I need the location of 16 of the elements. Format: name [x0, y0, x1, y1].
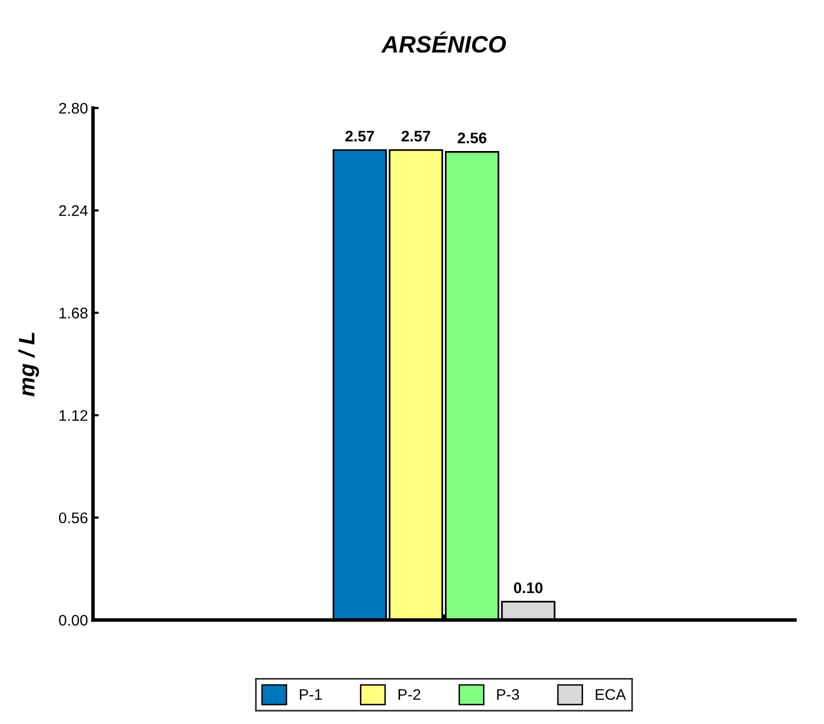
- y-tick-label: 2.24: [59, 205, 88, 216]
- data-label: 2.56: [458, 132, 486, 144]
- y-tick-label: 1.12: [60, 410, 88, 421]
- data-label: 2.57: [345, 130, 374, 142]
- legend-label: P-2: [398, 689, 420, 700]
- y-tick-label: 1.68: [60, 308, 88, 318]
- data-label: 2.57: [402, 130, 430, 142]
- chart-title: ARSÉNICO: [381, 32, 506, 53]
- legend-label: P-3: [497, 689, 520, 700]
- legend-label: P-1: [300, 689, 322, 700]
- y-tick-label: 2.80: [59, 102, 88, 114]
- data-label: 0.10: [514, 582, 542, 594]
- y-tick-label: 0.00: [59, 614, 88, 626]
- y-axis-title: mg / L: [18, 332, 39, 396]
- y-tick-label: 0.56: [59, 512, 88, 524]
- legend-label: ECA: [596, 689, 626, 700]
